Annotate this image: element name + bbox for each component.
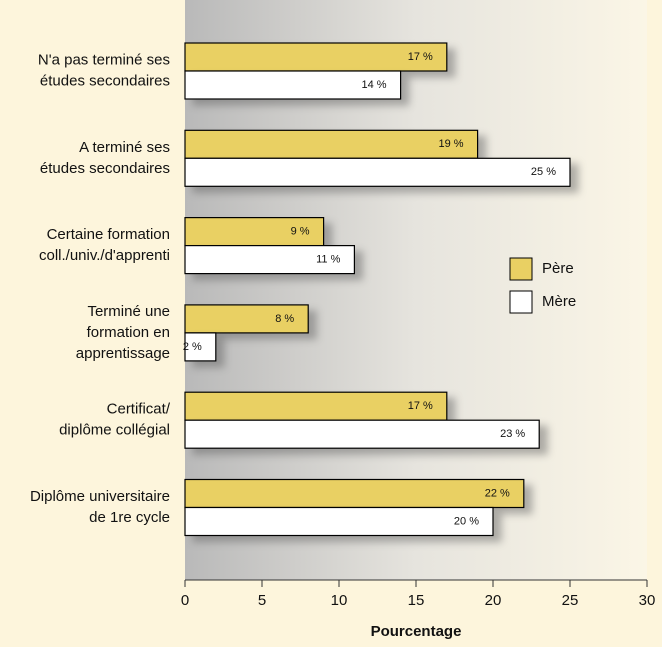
bar — [184, 70, 402, 100]
bar — [184, 217, 325, 247]
category-label-line: Terminé une — [87, 303, 170, 320]
data-label: 22 % — [485, 487, 510, 499]
category-label-line: études secondaires — [40, 160, 170, 177]
legend-swatch — [509, 290, 533, 314]
x-tick-label: 15 — [408, 592, 425, 609]
data-label: 17 % — [408, 400, 433, 412]
bar — [184, 157, 571, 187]
data-label: 23 % — [500, 428, 525, 440]
category-label-line: apprentissage — [76, 345, 170, 362]
bar — [184, 478, 525, 509]
category-label-line: Certificat/ — [107, 401, 171, 418]
data-label: 20 % — [454, 515, 479, 527]
category-label-line: coll./univ./d'apprenti — [39, 247, 170, 264]
x-tick-label: 10 — [331, 592, 348, 609]
category-label: Terminé une formation en apprentissage — [76, 303, 170, 362]
category-label-line: Diplôme universitaire — [30, 488, 170, 505]
category-label: Diplôme universitaire de 1re cycle — [30, 488, 170, 526]
x-tick-label: 25 — [562, 592, 579, 609]
category-label-line: études secondaires — [40, 72, 170, 89]
x-tick-label: 20 — [485, 592, 502, 609]
category-label-line: de 1re cycle — [89, 509, 170, 526]
x-tick-label: 5 — [258, 592, 266, 609]
category-label-line: formation en — [87, 324, 170, 341]
data-label: 14 % — [362, 79, 387, 91]
x-tick-label: 0 — [181, 592, 189, 609]
category-label: A terminé ses études secondaires — [40, 139, 170, 177]
legend-label: Mère — [542, 293, 576, 310]
data-label: 2 % — [183, 341, 202, 353]
bar — [184, 304, 309, 334]
bar — [184, 332, 217, 362]
category-label-line: Certaine formation — [47, 226, 170, 243]
data-label: 25 % — [531, 166, 556, 178]
bar — [184, 419, 540, 449]
data-label: 11 % — [316, 254, 340, 266]
data-label: 8 % — [275, 313, 294, 325]
bar — [184, 245, 355, 275]
legend-swatch — [509, 257, 533, 281]
category-label: Certificat/diplôme collégial — [59, 401, 171, 439]
data-label: 17 % — [408, 51, 433, 63]
category-label: Certaine formation coll./univ./d'apprenti — [39, 226, 170, 264]
bar — [184, 129, 479, 159]
x-tick-label: 30 — [639, 592, 656, 609]
category-label-line: A terminé ses — [79, 139, 170, 156]
category-label: N'a pas terminé ses études secondaires — [38, 51, 170, 89]
category-label-line: diplôme collégial — [59, 422, 170, 439]
x-axis-title: Pourcentage — [371, 623, 462, 640]
data-label: 9 % — [291, 226, 310, 238]
category-label-line: N'a pas terminé ses — [38, 51, 170, 68]
legend-label: Père — [542, 260, 574, 277]
bar — [184, 506, 494, 537]
data-label: 19 % — [439, 138, 464, 150]
